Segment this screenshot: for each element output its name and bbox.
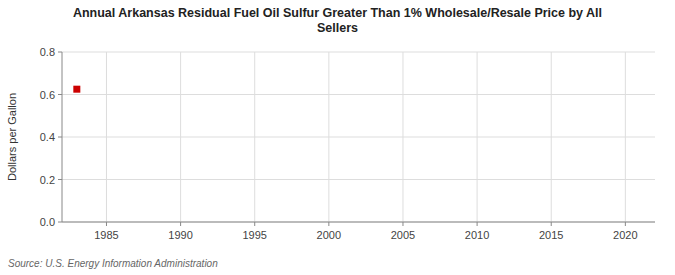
y-tick [58,52,62,53]
x-grid-line [402,52,403,222]
x-tick [402,222,403,226]
x-grid-line [551,52,552,222]
y-tick-label: 0.0 [40,216,55,228]
data-points [73,86,80,93]
x-grid-line [625,52,626,222]
x-grid-line [328,52,329,222]
x-grid-line [106,52,107,222]
x-tick [180,222,181,226]
x-tick-label: 2005 [391,229,415,241]
y-tick [58,94,62,95]
axes: 0.0 0.2 0.4 0.6 0.8 1985 1990 1995 2000 2005 2010 2… [40,46,655,241]
y-tick [58,137,62,138]
x-tick-label: 2010 [465,229,489,241]
y-grid-line [62,94,655,95]
x-tick [477,222,478,226]
title-line: Sellers [317,21,358,35]
y-grid-line [62,137,655,138]
x-tick [106,222,107,226]
y-tick-label: 0.2 [40,174,55,186]
y-axis-label: Dollars per Gallon [6,93,18,181]
x-tick-label: 1985 [94,229,118,241]
y-tick [58,179,62,180]
y-tick-label: 0.6 [40,89,55,101]
y-grid-line [62,179,655,180]
x-tick-label: 2000 [317,229,341,241]
x-grid-line [254,52,255,222]
source-note: Source: U.S. Energy Information Administ… [8,258,218,269]
y-axis-line [62,52,63,222]
title-line: Annual Arkansas Residual Fuel Oil Sulfur… [73,6,602,20]
y-tick [58,222,62,223]
chart: Annual Arkansas Residual Fuel Oil Sulfur… [0,0,675,275]
y-tick-label: 0.8 [40,46,55,58]
x-tick [328,222,329,226]
y-grid-line [62,222,655,223]
x-tick-label: 1995 [242,229,266,241]
x-tick-label: 1990 [168,229,192,241]
x-tick [551,222,552,226]
grid [62,52,655,222]
y-grid-line [62,52,655,53]
title: Annual Arkansas Residual Fuel Oil Sulfur… [73,6,602,35]
x-tick [625,222,626,226]
x-tick [254,222,255,226]
x-grid-line [477,52,478,222]
x-tick-label: 2015 [539,229,563,241]
x-grid-line [180,52,181,222]
x-axis-line [62,222,655,223]
point [73,86,80,93]
y-tick-label: 0.4 [40,131,55,143]
x-tick-label: 2020 [613,229,637,241]
